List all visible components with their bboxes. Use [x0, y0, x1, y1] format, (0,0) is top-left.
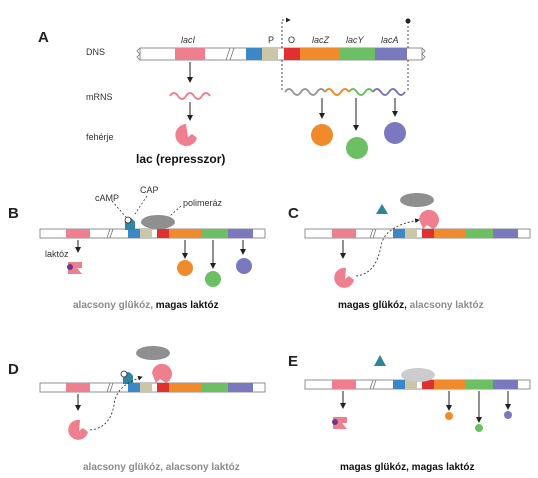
laci-mrna [169, 92, 211, 100]
panel-label-a: A [38, 29, 49, 46]
dna-strand-d [39, 382, 266, 393]
p-region-a [262, 48, 278, 60]
glucose-marker-c [376, 204, 388, 214]
lactose-label-b: laktóz [45, 249, 69, 259]
dna-strand-b [39, 228, 266, 239]
laca-protein-a [384, 122, 406, 144]
polymerase-d [136, 346, 170, 360]
polymerase-c [400, 193, 434, 207]
cap-label-b: CAP [140, 185, 159, 195]
dna-strand-a [136, 47, 426, 61]
row-label-protein: fehérje [86, 132, 114, 142]
panel-label-d: D [8, 361, 19, 378]
caption-b: alacsony glükóz, magas laktóz [73, 300, 219, 311]
caption-c: magas glükóz, alacsony laktóz [338, 300, 484, 311]
repressor-c [334, 267, 354, 288]
polymerase-b [141, 215, 175, 229]
panel-label-b: B [8, 205, 19, 222]
lacy-gene-a [340, 48, 375, 60]
repressor-d [68, 419, 88, 440]
panel-label-e: E [288, 353, 298, 370]
polymerase-label-b: polimeráz [183, 198, 223, 208]
caption-e: magas glükóz, magas laktóz [340, 462, 475, 473]
row-label-dna: DNS [86, 47, 105, 57]
promoter-a [246, 48, 262, 60]
lacy-protein-a [346, 137, 368, 159]
lactose-e [332, 419, 338, 425]
gene-label-laca: lacA [381, 35, 399, 45]
transcription-start-arrow [281, 17, 291, 48]
gene-label-o: O [288, 35, 295, 45]
lacz-gene-a [300, 48, 340, 60]
dna-strand-e [304, 379, 531, 390]
gene-label-lacz: lacZ [312, 35, 330, 45]
polymerase-e [401, 368, 435, 382]
lactose-b [67, 264, 73, 270]
camp-d [120, 370, 128, 378]
gene-label-laci: lacI [181, 35, 196, 45]
laci-gene-a [175, 48, 205, 60]
gene-label-p: P [268, 35, 274, 45]
dna-strand-c [304, 228, 531, 239]
repressor-protein [175, 124, 197, 146]
gene-label-lacy: lacY [346, 35, 365, 45]
camp-label-b: cAMP [95, 193, 119, 203]
lacz-protein-a [311, 124, 333, 146]
caption-d: alacsony glükóz, alacsony laktóz [83, 462, 240, 473]
panel-label-c: C [288, 205, 299, 222]
operator-a [284, 48, 300, 60]
terminator-dot [405, 18, 411, 24]
repressor-label: lac (represszor) [136, 152, 225, 166]
bound-repressor-d [152, 363, 172, 383]
camp-b [124, 216, 132, 224]
bound-repressor-c [419, 209, 439, 229]
glucose-marker-e [374, 355, 386, 366]
laca-gene-a [375, 48, 407, 60]
row-label-mrna: mRNS [86, 92, 113, 102]
